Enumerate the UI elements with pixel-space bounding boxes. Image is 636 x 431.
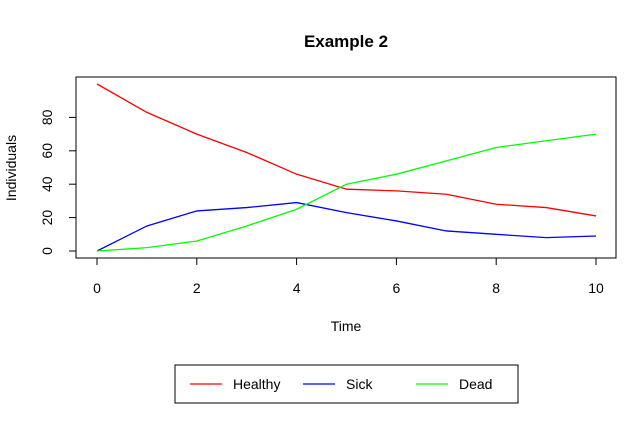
y-axis: 0 20 40 60 80 — [39, 109, 76, 255]
plot-frame — [75, 76, 617, 259]
y-tick-label: 0 — [39, 247, 55, 255]
x-axis: 0 2 4 6 8 10 — [93, 258, 604, 296]
x-axis-label: Time — [331, 318, 362, 334]
x-tick-label: 0 — [93, 280, 101, 296]
legend-label-healthy: Healthy — [233, 376, 280, 392]
y-tick-label: 60 — [39, 143, 55, 159]
series-line-sick — [96, 201, 597, 252]
y-tick-label: 40 — [39, 176, 55, 192]
y-tick-label: 80 — [39, 109, 55, 125]
series-line-dead — [96, 133, 597, 252]
x-tick-label: 6 — [393, 280, 401, 296]
legend-label-dead: Dead — [459, 376, 492, 392]
legend-box — [174, 364, 519, 404]
y-axis-label: Individuals — [3, 135, 19, 201]
series-lines — [96, 83, 597, 252]
y-tick-label: 20 — [39, 210, 55, 226]
x-tick-label: 8 — [492, 280, 500, 296]
chart-title: Example 2 — [304, 32, 388, 51]
x-tick-label: 2 — [193, 280, 201, 296]
legend-label-sick: Sick — [346, 376, 373, 392]
x-tick-label: 4 — [293, 280, 301, 296]
legend: Healthy Sick Dead — [174, 364, 519, 404]
x-tick-label: 10 — [588, 280, 604, 296]
series-line-healthy — [96, 83, 597, 217]
